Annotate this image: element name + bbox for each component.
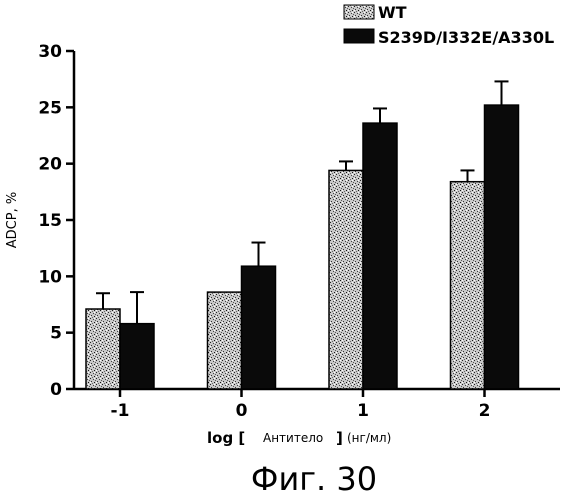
plot-area: 0 5 10 15 20 25 30 -1 0 1 2 <box>38 42 560 421</box>
bar-variant <box>485 105 519 389</box>
x-axis-label-part-3: ] <box>336 429 343 447</box>
x-axis-label: log [ Антитело ] (нг/мл) <box>207 429 391 447</box>
y-tick-label: 25 <box>38 98 62 118</box>
x-tick-label: 1 <box>357 401 369 421</box>
legend: WT S239D/I332E/A330L <box>344 3 554 47</box>
bar-variant <box>120 324 154 389</box>
y-tick-label: 15 <box>38 211 62 231</box>
figure-caption: Фиг. 30 <box>251 460 377 498</box>
y-tick-label: 30 <box>38 42 62 62</box>
x-tick-label: 2 <box>479 401 491 421</box>
y-tick-label: 20 <box>38 155 62 175</box>
legend-label-wt: WT <box>378 3 407 22</box>
bar-variant <box>242 266 276 389</box>
x-tick-label: 0 <box>236 401 248 421</box>
y-axis-label: ADCP, % <box>5 192 20 248</box>
bar-wt <box>451 182 485 389</box>
x-axis-label-part-1: log [ <box>207 429 245 447</box>
y-tick-label: 10 <box>38 267 62 287</box>
legend-swatch-variant <box>344 29 374 43</box>
x-axis-label-part-4: (нг/мл) <box>347 431 391 445</box>
bar-wt <box>329 170 363 389</box>
bar-variant <box>363 123 397 389</box>
y-tick-label: 5 <box>50 324 62 344</box>
legend-swatch-wt <box>344 5 374 19</box>
x-tick-label: -1 <box>111 401 130 421</box>
bar-wt <box>208 292 242 389</box>
y-tick-label: 0 <box>50 380 62 400</box>
x-axis-label-part-2: Антитело <box>263 431 323 445</box>
legend-label-variant: S239D/I332E/A330L <box>378 28 554 47</box>
bar-wt <box>86 309 120 389</box>
